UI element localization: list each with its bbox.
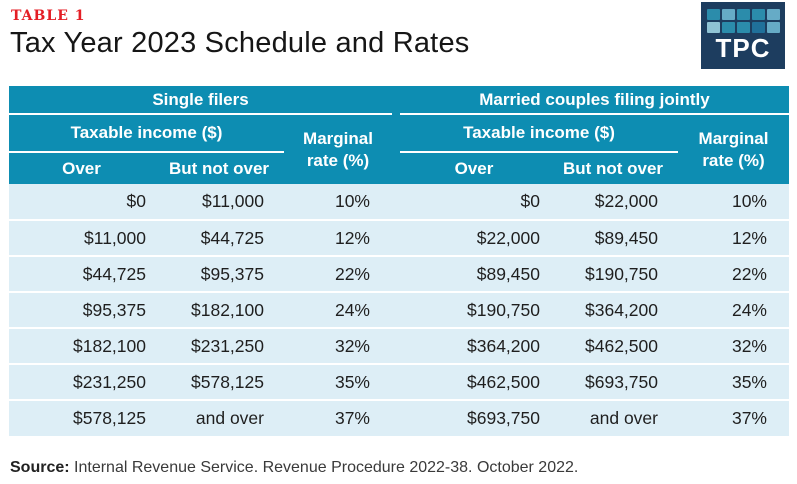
single-rate: 37% <box>284 399 392 436</box>
gap-cell <box>392 291 400 328</box>
married-rate: 37% <box>678 399 789 436</box>
column-header-over-married: Over <box>400 152 548 184</box>
table-row: $0 $11,000 10% $0 $22,000 10% <box>9 184 789 220</box>
married-but-not-over: $364,200 <box>548 291 678 328</box>
single-rate: 32% <box>284 327 392 364</box>
single-over: $11,000 <box>9 219 154 256</box>
married-rate: 35% <box>678 363 789 400</box>
married-rate: 24% <box>678 291 789 328</box>
page-title: Tax Year 2023 Schedule and Rates <box>10 27 470 59</box>
table-row: $578,125 and over 37% $693,750 and over … <box>9 399 789 436</box>
single-rate: 22% <box>284 255 392 292</box>
table-row: $44,725 $95,375 22% $89,450 $190,750 22% <box>9 255 789 292</box>
table-row: $231,250 $578,125 35% $462,500 $693,750 … <box>9 363 789 400</box>
single-rate: 24% <box>284 291 392 328</box>
logo-wordmark: TPC <box>715 33 771 63</box>
column-group-taxable-income-single: Taxable income ($) <box>9 114 284 153</box>
source-text: Internal Revenue Service. Revenue Proced… <box>74 459 579 476</box>
single-over: $44,725 <box>9 255 154 292</box>
gap-cell <box>392 327 400 364</box>
married-over: $364,200 <box>400 327 548 364</box>
married-over: $693,750 <box>400 399 548 436</box>
group-header-single-filers: Single filers <box>9 86 392 115</box>
married-over: $0 <box>400 184 548 220</box>
gap-cell <box>392 363 400 400</box>
married-over: $89,450 <box>400 255 548 292</box>
single-but-not-over: $44,725 <box>154 219 284 256</box>
single-over: $95,375 <box>9 291 154 328</box>
gap-cell <box>392 399 400 436</box>
gap-cell <box>392 255 400 292</box>
gap-cell <box>392 219 400 256</box>
tpc-logo: TPC <box>701 2 785 69</box>
table-row: $11,000 $44,725 12% $22,000 $89,450 12% <box>9 219 789 256</box>
single-over: $578,125 <box>9 399 154 436</box>
single-rate: 35% <box>284 363 392 400</box>
logo-pixel-grid-icon <box>706 9 780 33</box>
column-header-but-not-over-single: But not over <box>154 152 284 184</box>
married-rate: 32% <box>678 327 789 364</box>
group-header-married-jointly: Married couples filing jointly <box>400 86 789 115</box>
column-header-but-not-over-married: But not over <box>548 152 678 184</box>
single-rate: 10% <box>284 184 392 220</box>
married-but-not-over: and over <box>548 399 678 436</box>
column-header-marginal-rate-married: Marginal rate (%) <box>678 114 789 184</box>
married-over: $22,000 <box>400 219 548 256</box>
single-over: $231,250 <box>9 363 154 400</box>
married-rate: 12% <box>678 219 789 256</box>
tax-rates-table: Single filers Married couples filing joi… <box>9 86 789 436</box>
column-header-over-single: Over <box>9 152 154 184</box>
married-rate: 22% <box>678 255 789 292</box>
married-over: $190,750 <box>400 291 548 328</box>
single-but-not-over: $11,000 <box>154 184 284 220</box>
single-over: $0 <box>9 184 154 220</box>
single-but-not-over: $578,125 <box>154 363 284 400</box>
single-rate: 12% <box>284 219 392 256</box>
table-row: $95,375 $182,100 24% $190,750 $364,200 2… <box>9 291 789 328</box>
column-group-taxable-income-married: Taxable income ($) <box>400 114 678 153</box>
single-but-not-over: and over <box>154 399 284 436</box>
married-but-not-over: $693,750 <box>548 363 678 400</box>
gap-cell <box>392 184 400 220</box>
single-but-not-over: $95,375 <box>154 255 284 292</box>
single-over: $182,100 <box>9 327 154 364</box>
married-over: $462,500 <box>400 363 548 400</box>
table-number-label: TABLE 1 <box>11 8 86 24</box>
table-row: $182,100 $231,250 32% $364,200 $462,500 … <box>9 327 789 364</box>
single-but-not-over: $182,100 <box>154 291 284 328</box>
source-note: Source: Internal Revenue Service. Revenu… <box>10 459 578 477</box>
married-but-not-over: $462,500 <box>548 327 678 364</box>
single-but-not-over: $231,250 <box>154 327 284 364</box>
table-gap-column <box>392 86 400 184</box>
married-rate: 10% <box>678 184 789 220</box>
married-but-not-over: $22,000 <box>548 184 678 220</box>
married-but-not-over: $89,450 <box>548 219 678 256</box>
column-header-marginal-rate-single: Marginal rate (%) <box>284 114 392 184</box>
married-but-not-over: $190,750 <box>548 255 678 292</box>
source-label: Source: <box>10 459 70 476</box>
